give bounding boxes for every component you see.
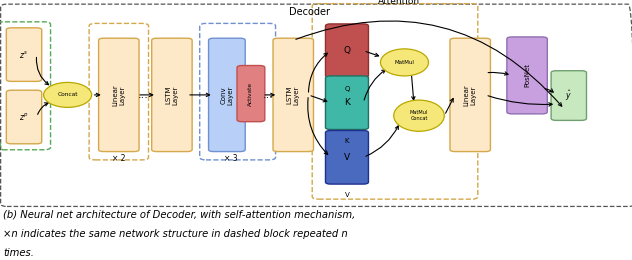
FancyBboxPatch shape (325, 131, 368, 184)
Text: Linear
Layer: Linear Layer (112, 84, 125, 106)
Text: V: V (344, 192, 349, 198)
Ellipse shape (380, 49, 428, 76)
FancyBboxPatch shape (209, 38, 245, 152)
Text: Q: Q (344, 86, 349, 92)
Text: $z^p$: $z^p$ (19, 112, 29, 122)
FancyBboxPatch shape (450, 38, 490, 152)
Text: K: K (344, 138, 349, 144)
Text: LSTM
Layer: LSTM Layer (287, 85, 300, 105)
Text: Linear
Layer: Linear Layer (464, 84, 477, 106)
FancyBboxPatch shape (99, 38, 139, 152)
Text: V: V (344, 153, 350, 162)
Text: K: K (344, 98, 350, 107)
Text: Q: Q (343, 46, 351, 55)
Text: $\hat{y}$: $\hat{y}$ (566, 88, 572, 103)
Text: Activate: Activate (248, 82, 253, 106)
FancyBboxPatch shape (551, 71, 586, 120)
Text: (b) Neural net architecture of Decoder, with self-attention mechanism,: (b) Neural net architecture of Decoder, … (3, 209, 355, 219)
FancyBboxPatch shape (237, 66, 265, 122)
Text: MatMul
Concat: MatMul Concat (410, 110, 428, 121)
Ellipse shape (394, 100, 444, 131)
Text: $z^s$: $z^s$ (20, 49, 28, 60)
Text: × 3: × 3 (224, 154, 238, 163)
Text: times.: times. (3, 248, 34, 258)
Text: ×n indicates the same network structure in dashed block repeated n: ×n indicates the same network structure … (3, 229, 348, 239)
FancyBboxPatch shape (273, 38, 313, 152)
FancyBboxPatch shape (325, 24, 368, 77)
FancyBboxPatch shape (325, 76, 368, 129)
Text: MatMul: MatMul (394, 60, 415, 65)
Text: LSTM
Layer: LSTM Layer (166, 85, 178, 105)
Text: Decoder: Decoder (289, 7, 330, 17)
FancyBboxPatch shape (6, 28, 42, 81)
FancyBboxPatch shape (507, 37, 547, 114)
Ellipse shape (44, 82, 92, 107)
Text: ...: ... (138, 90, 149, 100)
Text: Attention: Attention (378, 0, 420, 6)
Text: ...: ... (263, 90, 274, 100)
Text: Concat: Concat (58, 92, 78, 98)
Text: Conv
Layer: Conv Layer (221, 85, 233, 105)
Text: × 2: × 2 (112, 154, 126, 163)
FancyBboxPatch shape (6, 90, 42, 144)
FancyBboxPatch shape (152, 38, 192, 152)
Text: PosNet: PosNet (524, 63, 530, 87)
